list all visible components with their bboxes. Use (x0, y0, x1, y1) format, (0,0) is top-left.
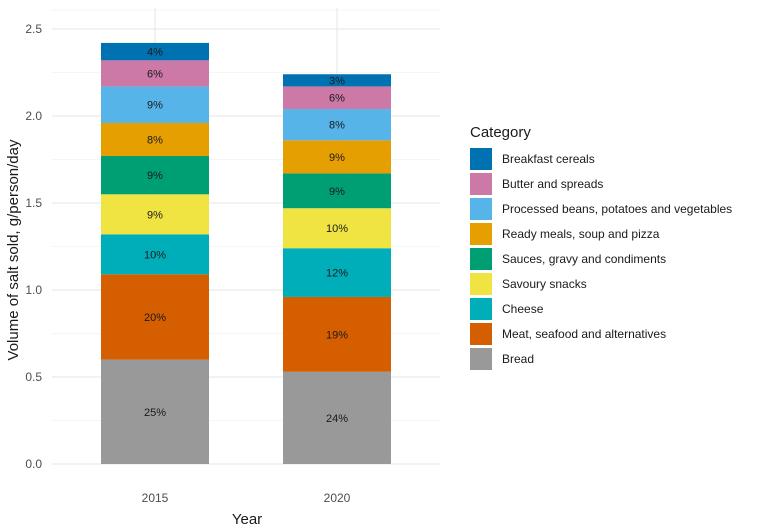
y-axis-title: Volume of salt sold, g/person/day (5, 139, 22, 360)
x-axis-ticks: 2015 2020 (142, 491, 351, 505)
legend-swatch (470, 198, 492, 220)
legend-label: Butter and spreads (502, 177, 603, 191)
x-axis-title: Year (232, 511, 262, 528)
legend-swatch (470, 248, 492, 270)
segment-value-label: 12% (326, 268, 348, 280)
segment-value-label: 24% (326, 413, 348, 425)
bar-segment (101, 122, 209, 157)
legend-swatch (470, 273, 492, 295)
bar-segment (283, 173, 391, 209)
x-tick-label: 2020 (324, 491, 351, 505)
segment-value-label: 20% (144, 312, 166, 324)
bar-segment (283, 86, 391, 110)
segment-value-label: 6% (329, 93, 345, 105)
y-tick-label: 2.5 (25, 22, 42, 36)
bar-segment (283, 109, 391, 141)
segment-value-label: 9% (329, 186, 345, 198)
y-tick-label: 1.0 (25, 283, 42, 297)
x-tick-label: 2015 (142, 491, 169, 505)
legend-swatch (470, 348, 492, 370)
legend-label: Cheese (502, 302, 544, 316)
legend-label: Processed beans, potatoes and vegetables (502, 202, 732, 216)
segment-value-label: 9% (147, 209, 163, 221)
segment-value-label: 9% (329, 152, 345, 164)
legend-label: Ready meals, soup and pizza (502, 227, 660, 241)
segment-value-label: 19% (326, 329, 348, 341)
legend-title: Category (470, 124, 531, 141)
y-tick-label: 0.5 (25, 370, 42, 384)
y-tick-label: 0.0 (25, 457, 42, 471)
legend-label: Sauces, gravy and condiments (502, 252, 666, 266)
segment-value-label: 9% (147, 170, 163, 182)
legend-swatch (470, 148, 492, 170)
bar-segment (101, 274, 209, 360)
segment-value-label: 10% (326, 223, 348, 235)
legend-label: Bread (502, 352, 534, 366)
legend-label: Savoury snacks (502, 277, 587, 291)
bar-segment (283, 74, 391, 87)
legend-swatch (470, 323, 492, 345)
bar-segment (101, 60, 209, 87)
segment-value-label: 4% (147, 47, 163, 59)
bar-segment (283, 140, 391, 174)
bar-segment (283, 296, 391, 372)
segment-value-label: 6% (147, 68, 163, 80)
y-axis-ticks: 0.0 0.5 1.0 1.5 2.0 2.5 (25, 22, 42, 471)
bar-segment (101, 194, 209, 235)
segment-value-label: 3% (329, 75, 345, 87)
legend-swatch (470, 173, 492, 195)
segment-value-label: 8% (147, 134, 163, 146)
bar-segment (101, 234, 209, 275)
bar-segment (283, 208, 391, 249)
bar-segment (101, 156, 209, 195)
bar-segment (283, 248, 391, 297)
legend-items: Breakfast cereals Butter and spreads Proce… (470, 148, 732, 370)
bar-segment (101, 86, 209, 123)
segment-value-label: 25% (144, 407, 166, 419)
segment-value-label: 10% (144, 249, 166, 261)
legend-label: Meat, seafood and alternatives (502, 327, 666, 341)
y-tick-label: 1.5 (25, 196, 42, 210)
y-tick-label: 2.0 (25, 109, 42, 123)
legend-label: Breakfast cereals (502, 152, 595, 166)
bar-segment (101, 359, 209, 464)
legend-swatch (470, 298, 492, 320)
segment-value-label: 8% (329, 120, 345, 132)
segment-labels: 25% 20% 10% 9% 9% 8% 9% 6% 4% 24% 19% 12% 10% 9% 9% 8% 6… (144, 47, 348, 425)
legend-swatch (470, 223, 492, 245)
bars (101, 42, 391, 464)
legend: Category Breakfast cereals Butter and spr… (470, 124, 732, 370)
segment-value-label: 9% (147, 100, 163, 112)
bar-segment (101, 42, 209, 61)
bar-segment (283, 371, 391, 464)
